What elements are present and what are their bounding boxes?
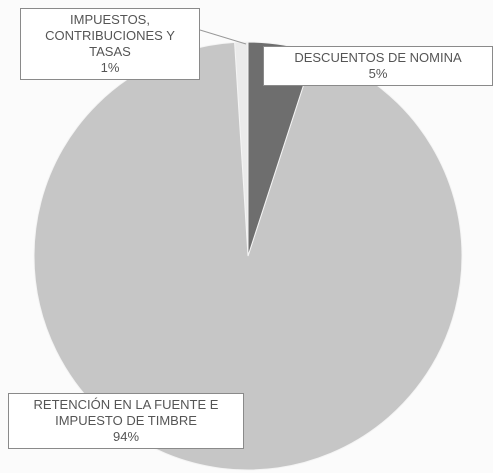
pie-slice xyxy=(33,41,463,471)
data-label: RETENCIÓN EN LA FUENTE E IMPUESTO DE TIM… xyxy=(8,393,244,449)
category-label: DESCUENTOS DE NOMINA xyxy=(294,50,462,65)
data-label: DESCUENTOS DE NOMINA 5% xyxy=(263,46,493,86)
value-label: 5% xyxy=(368,66,388,81)
value-label: 1% xyxy=(100,60,120,75)
category-label: RETENCIÓN EN LA FUENTE E IMPUESTO DE TIM… xyxy=(33,397,219,428)
value-label: 94% xyxy=(112,429,140,444)
leader-line xyxy=(199,29,247,45)
data-label: IMPUESTOS, CONTRIBUCIONES Y TASAS 1% xyxy=(20,8,200,80)
category-label: IMPUESTOS, CONTRIBUCIONES Y TASAS xyxy=(45,12,175,59)
